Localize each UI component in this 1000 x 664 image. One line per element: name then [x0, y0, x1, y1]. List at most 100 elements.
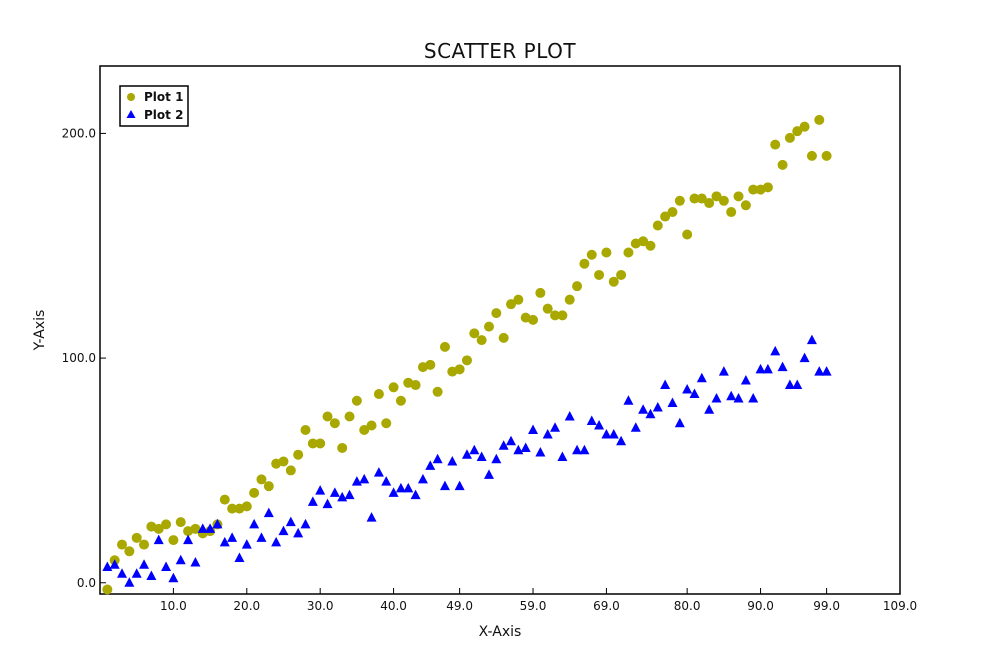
legend-box: [119, 85, 189, 127]
data-point-plot-2: [131, 568, 142, 578]
series-layer: [102, 114, 832, 595]
data-point-plot-1: [381, 418, 392, 429]
data-point-plot-1: [278, 456, 289, 467]
data-point-plot-2: [608, 428, 619, 439]
data-point-plot-2: [601, 428, 612, 439]
data-point-plot-2: [579, 444, 590, 455]
data-point-plot-2: [498, 440, 509, 450]
series-2: [102, 334, 832, 587]
data-point-plot-1: [285, 465, 296, 476]
data-point-plot-1: [439, 341, 450, 352]
data-point-plot-2: [109, 559, 120, 569]
data-point-plot-1: [131, 532, 142, 543]
data-point-plot-2: [168, 572, 179, 583]
data-point-plot-2: [447, 455, 458, 466]
data-point-plot-2: [469, 444, 480, 455]
data-point-plot-1: [645, 240, 656, 251]
data-point-plot-1: [572, 281, 583, 292]
data-point-plot-2: [784, 379, 795, 390]
data-point-plot-2: [777, 361, 788, 372]
data-point-plot-2: [351, 476, 362, 486]
chart-title: SCATTER PLOT: [424, 39, 576, 63]
data-point-plot-2: [461, 449, 472, 459]
data-point-plot-2: [234, 552, 245, 563]
data-point-plot-1: [117, 539, 128, 550]
data-point-plot-1: [564, 294, 575, 305]
data-point-plot-2: [821, 366, 832, 376]
data-point-plot-1: [219, 494, 230, 505]
data-point-plot-1: [359, 424, 370, 435]
data-point-plot-2: [638, 404, 649, 414]
data-point-plot-2: [322, 498, 333, 509]
data-point-plot-1: [689, 193, 700, 204]
data-point-plot-1: [410, 380, 421, 391]
data-point-plot-2: [249, 518, 260, 529]
data-point-plot-1: [263, 481, 274, 492]
data-point-plot-2: [520, 442, 531, 452]
data-point-plot-1: [351, 395, 362, 406]
y-tick-label: 200.0: [62, 126, 96, 140]
data-point-plot-1: [256, 474, 267, 485]
data-point-plot-1: [784, 132, 795, 143]
data-point-plot-2: [770, 345, 781, 356]
data-point-plot-1: [344, 411, 355, 422]
data-point-plot-1: [814, 114, 825, 125]
x-tick-label: 30.0: [307, 599, 334, 613]
data-point-plot-1: [300, 424, 311, 435]
data-point-plot-2: [513, 444, 524, 455]
data-point-plot-2: [594, 419, 605, 430]
data-point-plot-2: [146, 570, 157, 581]
data-point-plot-2: [293, 527, 304, 538]
data-point-plot-2: [190, 557, 201, 567]
data-point-plot-1: [704, 198, 715, 209]
plot-area-frame: [99, 65, 901, 595]
data-point-plot-1: [726, 207, 737, 218]
data-point-plot-2: [630, 422, 641, 432]
data-point-plot-1: [608, 276, 619, 287]
data-point-plot-1: [307, 438, 318, 449]
data-point-plot-2: [748, 393, 759, 403]
legend-label-plot-1: Plot 1: [144, 90, 183, 104]
data-point-plot-2: [652, 402, 663, 412]
data-point-plot-1: [777, 159, 788, 170]
data-point-plot-2: [550, 422, 561, 432]
data-point-plot-2: [278, 525, 289, 536]
data-point-plot-1: [718, 195, 729, 206]
data-point-plot-2: [139, 559, 150, 569]
x-tick-label: 20.0: [233, 599, 260, 613]
x-tick-label: 49.0: [446, 599, 473, 613]
data-point-plot-2: [667, 397, 678, 408]
data-point-plot-1: [513, 294, 524, 305]
data-point-plot-2: [161, 561, 172, 572]
data-point-plot-1: [161, 519, 172, 530]
data-point-plot-1: [175, 517, 186, 528]
data-point-plot-2: [454, 480, 465, 491]
data-point-plot-1: [733, 191, 744, 202]
data-point-plot-2: [616, 435, 627, 446]
y-tick-label: 100.0: [62, 351, 96, 365]
data-point-plot-1: [491, 308, 502, 319]
data-point-plot-1: [821, 150, 832, 161]
data-point-plot-2: [792, 379, 803, 390]
data-point-plot-2: [300, 518, 311, 529]
data-point-plot-2: [814, 366, 825, 376]
data-point-plot-1: [454, 364, 465, 375]
data-point-plot-1: [506, 299, 517, 310]
x-tick-label: 69.0: [593, 599, 620, 613]
data-point-plot-1: [638, 236, 649, 247]
data-point-plot-1: [227, 503, 238, 514]
data-point-plot-1: [770, 139, 781, 150]
data-point-plot-2: [733, 393, 744, 403]
data-point-plot-1: [373, 389, 384, 400]
data-point-plot-2: [175, 554, 186, 565]
data-point-plot-1: [461, 355, 472, 366]
data-point-plot-2: [476, 451, 487, 461]
data-point-plot-1: [469, 328, 480, 339]
data-point-plot-2: [572, 444, 583, 455]
data-point-plot-2: [183, 534, 194, 545]
data-point-plot-2: [153, 534, 164, 545]
legend-marker-plot-2: [126, 110, 136, 118]
data-point-plot-2: [557, 451, 568, 461]
data-point-plot-1: [153, 523, 164, 534]
